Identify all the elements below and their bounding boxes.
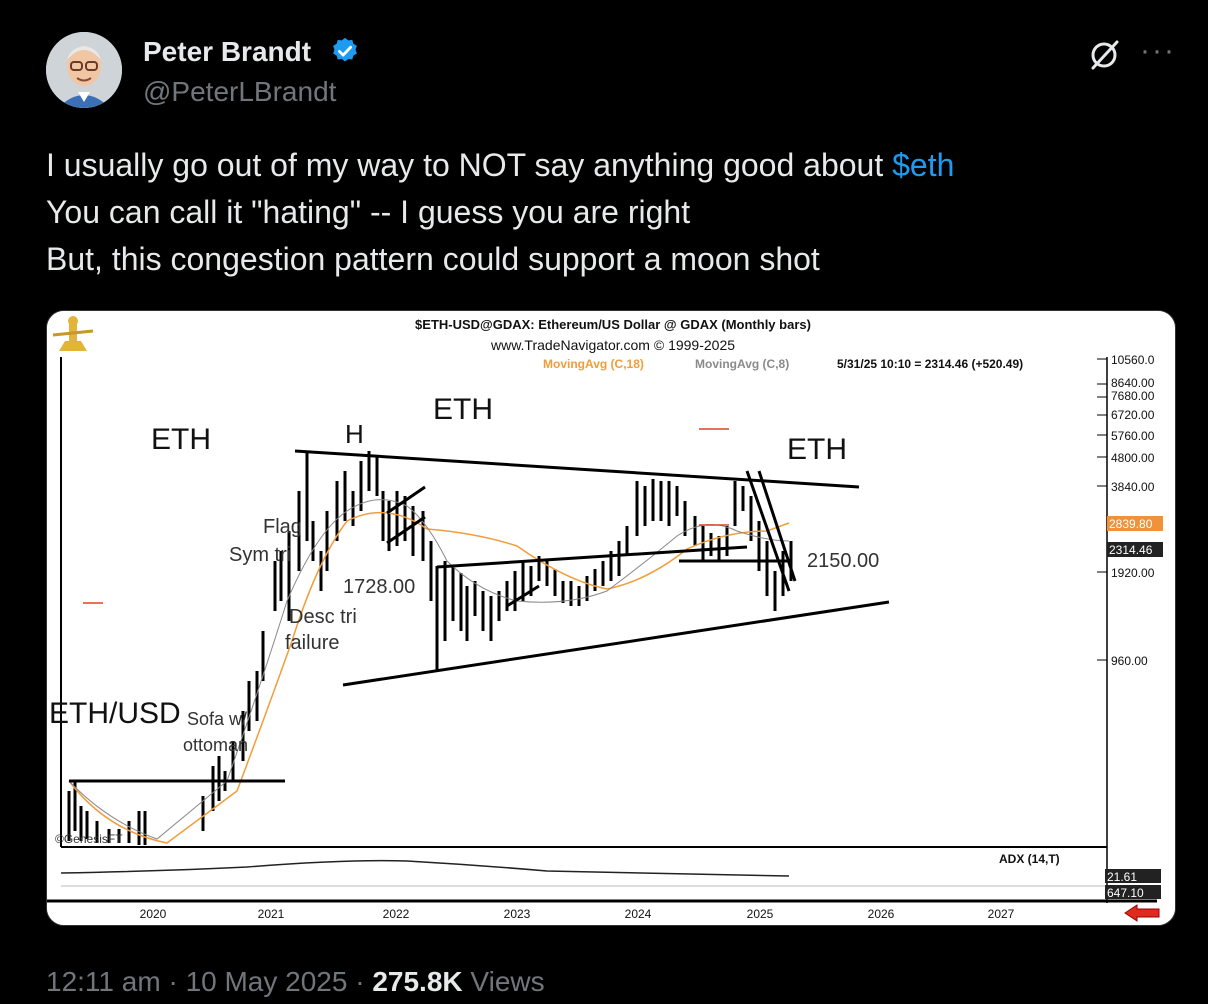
- x-tick: 2023: [504, 907, 531, 921]
- scroll-arrow-icon[interactable]: [1124, 904, 1160, 922]
- y-tick: 1920.00: [1111, 566, 1155, 580]
- adx-line: [60, 859, 790, 877]
- annotation-ottoman: ottoman: [183, 735, 248, 755]
- annotation-1728: 1728.00: [343, 576, 415, 598]
- annotation-2150: 2150.00: [807, 550, 879, 572]
- tweet-time[interactable]: 12:11 am: [46, 966, 161, 997]
- more-options-icon[interactable]: ···: [1140, 34, 1176, 67]
- views-count: 275.8K: [372, 966, 463, 997]
- y-tick-price-box: 2839.80: [1109, 517, 1153, 531]
- tweet-line-3: But, this congestion pattern could suppo…: [46, 241, 820, 277]
- x-tick: 2020: [140, 907, 167, 921]
- annotation-ethusd: ETH/USD: [49, 697, 181, 730]
- x-tick: 2027: [988, 907, 1015, 921]
- verified-badge-icon: [333, 37, 357, 62]
- avatar[interactable]: [46, 32, 122, 108]
- ma8-line: [68, 499, 790, 840]
- chart-subtitle: www.TradeNavigator.com © 1999-2025: [490, 337, 735, 353]
- annotation-desc-tri: Desc tri: [289, 606, 357, 628]
- author-handle[interactable]: @PeterLBrandt: [143, 76, 337, 107]
- chart-image[interactable]: $ETH-USD@GDAX: Ethereum/US Dollar @ GDAX…: [46, 310, 1176, 926]
- x-tick: 2026: [868, 907, 895, 921]
- tweet-meta: 12:11 am · 10 May 2025 · 275.8K Views: [46, 966, 545, 998]
- trade-navigator-logo-icon: [52, 316, 94, 351]
- legend-ma18: MovingAvg (C,18): [543, 357, 644, 371]
- y-tick: 3840.00: [1111, 480, 1155, 494]
- pattern-lines: [69, 449, 890, 783]
- adx-value-1: 21.61: [1107, 870, 1137, 884]
- y-tick: 7680.00: [1111, 389, 1155, 403]
- price-bars: [67, 451, 793, 845]
- y-tick: 4800.00: [1111, 451, 1155, 465]
- y-tick: 5760.00: [1111, 429, 1155, 443]
- annotation-failure: failure: [285, 632, 339, 654]
- tweet-line-1: I usually go out of my way to NOT say an…: [46, 147, 893, 183]
- annotation-sym-tri: Sym tri: [229, 544, 291, 566]
- separator: ·: [355, 966, 373, 997]
- annotation-flag: Flag: [263, 516, 302, 538]
- last-bar-info: 5/31/25 10:10 = 2314.46 (+520.49): [837, 357, 1023, 371]
- tweet-text: I usually go out of my way to NOT say an…: [46, 142, 954, 283]
- y-tick-last-price: 2314.46: [1109, 543, 1153, 557]
- annotation-sofa: Sofa w/: [187, 709, 247, 729]
- chart-title: $ETH-USD@GDAX: Ethereum/US Dollar @ GDAX…: [415, 317, 811, 332]
- tweet-line-2: You can call it "hating" -- I guess you …: [46, 194, 691, 230]
- annotation-eth-left: ETH: [151, 423, 211, 456]
- chart-svg: $ETH-USD@GDAX: Ethereum/US Dollar @ GDAX…: [47, 311, 1175, 925]
- x-axis: 2020 2021 2022 2023 2024 2025 2026 2027: [140, 907, 1015, 921]
- annotation-eth-right: ETH: [787, 433, 847, 466]
- cashtag-link[interactable]: $eth: [892, 147, 955, 183]
- x-tick: 2022: [383, 907, 410, 921]
- y-tick: 960.00: [1111, 654, 1148, 668]
- separator: ·: [168, 966, 186, 997]
- adx-value-2: 647.10: [1107, 886, 1144, 900]
- annotation-eth-center: ETH: [433, 393, 493, 426]
- x-tick: 2024: [625, 907, 652, 921]
- y-tick: 8640.00: [1111, 376, 1155, 390]
- x-tick: 2021: [258, 907, 285, 921]
- y-tick: 10560.0: [1111, 353, 1155, 367]
- legend-ma8: MovingAvg (C,8): [695, 357, 789, 371]
- ma18-line: [68, 511, 790, 844]
- x-tick: 2025: [747, 907, 774, 921]
- adx-label: ADX (14,T): [999, 852, 1060, 866]
- annotation-h: H: [345, 419, 364, 449]
- author-name[interactable]: Peter Brandt: [143, 36, 312, 67]
- annotation-genesis: ©GenesisFT: [55, 832, 123, 846]
- views-label: Views: [470, 966, 545, 997]
- y-tick: 6720.00: [1111, 408, 1155, 422]
- tweet-date[interactable]: 10 May 2025: [185, 966, 348, 997]
- grok-icon[interactable]: [1088, 38, 1122, 72]
- y-axis: 10560.0 8640.00 7680.00 6720.00 5760.00 …: [1097, 353, 1163, 668]
